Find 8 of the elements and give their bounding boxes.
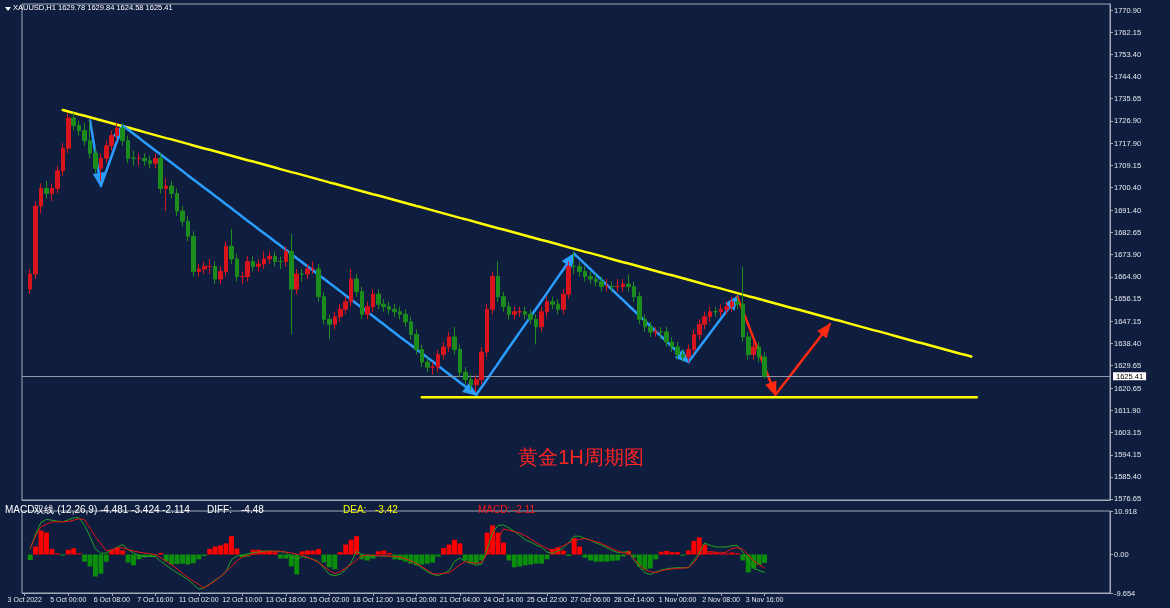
chart-title: MACD双线 (12,26,9) -4.481 -3.424 -2.114	[5, 503, 191, 515]
annotation: DIFF:	[207, 503, 232, 515]
annotation: -3.42	[375, 503, 399, 515]
annotation: DEA:	[343, 503, 367, 515]
annotation: -2.11	[513, 503, 536, 515]
annotation: 黄金1H周期图	[518, 446, 644, 468]
annotation: -4.48	[241, 503, 265, 515]
annotation: MACD:	[478, 503, 511, 515]
